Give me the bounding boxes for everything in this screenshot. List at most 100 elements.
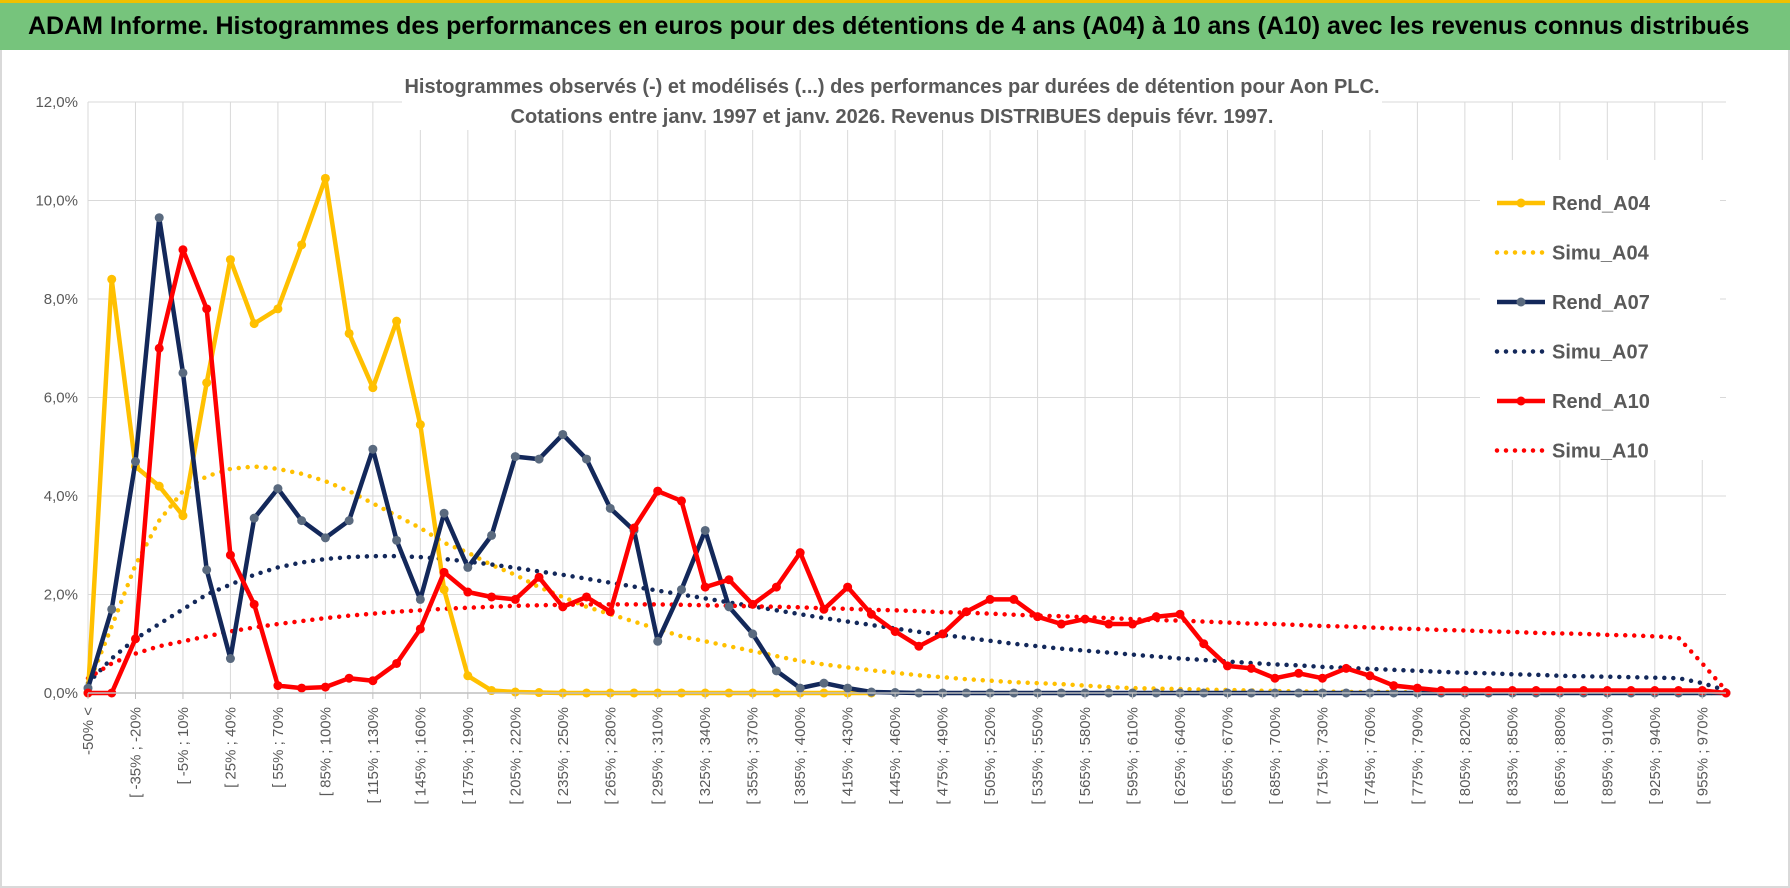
x-tick-label: [ 235% ; 250% [555,707,572,805]
point-rend-a10 [439,567,449,577]
x-tick-label: [ 955% ; 970% [1694,707,1711,805]
line-simu-a07 [85,553,1729,693]
point-rend-a10 [1009,594,1019,604]
point-rend-a07 [843,683,853,693]
series-simu-a10 [85,602,1729,693]
legend-item-rend-a04: Rend_A04 [1497,193,1651,215]
x-tick-label: [ 625% ; 640% [1172,707,1189,805]
legend-background [1480,160,1720,460]
y-tick-label: 8,0% [44,291,78,308]
point-rend-a04 [249,319,259,329]
point-rend-a07 [320,533,330,543]
point-rend-a10 [866,609,876,619]
x-tick-label: [ -5% ; 10% [175,707,192,785]
point-rend-a07 [534,454,544,464]
legend: Rend_A04 Simu_A04 Rend_A07 Simu_A07 Rend_A10… [1480,160,1720,463]
y-tick-label: 2,0% [44,587,78,604]
point-rend-a07 [202,565,212,575]
legend-marker [1516,198,1526,208]
axes: 0,0% 2,0% 4,0% 6,0% 8,0% 10,0% 12,0% -50% < [ -3… [35,94,1726,805]
x-tick-label: [ 835% ; 850% [1504,707,1521,805]
x-tick-label: [ 565% ; 580% [1077,707,1094,805]
legend-item-rend-a10: Rend_A10 [1497,391,1650,413]
point-rend-a07 [392,535,402,545]
x-tick-label: [ 85% ; 100% [317,707,334,796]
x-tick-label: [ 355% ; 370% [745,707,762,805]
point-rend-a10 [1104,619,1114,629]
point-rend-a10 [653,486,663,496]
point-rend-a10 [249,599,259,609]
point-rend-a04 [320,173,330,183]
series-rend-a04 [83,173,876,698]
point-rend-a10 [558,602,568,612]
x-tick-label: [ 715% ; 730% [1314,707,1331,805]
x-tick-label: [ 265% ; 280% [602,707,619,805]
x-tick-label: -50% < [80,707,97,755]
point-rend-a07 [605,503,615,513]
chart-subtitle: Cotations entre janv. 1997 et janv. 2026… [511,106,1274,128]
point-rend-a10 [1317,673,1327,683]
point-rend-a10 [795,548,805,558]
gridlines [87,101,1726,694]
x-tick-label: [ 325% ; 340% [697,707,714,805]
legend-label: Rend_A10 [1552,391,1650,413]
point-rend-a04 [368,383,378,393]
line-simu-a04 [85,464,1729,696]
point-rend-a07 [676,585,686,595]
point-rend-a10 [676,496,686,506]
point-rend-a10 [130,634,140,644]
point-rend-a10 [463,587,473,597]
header-bar: ADAM Informe. Histogrammes des performan… [0,0,1790,50]
point-rend-a07 [249,513,259,523]
legend-label: Rend_A07 [1552,292,1650,314]
y-tick-label: 12,0% [35,94,78,111]
x-tick-label: [ 865% ; 880% [1552,707,1569,805]
point-rend-a07 [344,516,354,526]
x-tick-label: [ 115% ; 130% [365,707,382,803]
point-rend-a10 [748,599,758,609]
point-rend-a10 [320,682,330,692]
y-tick-label: 0,0% [44,685,78,702]
chart: 0,0% 2,0% 4,0% 6,0% 8,0% 10,0% 12,0% -50% < [ -3… [35,68,1731,805]
point-rend-a10 [1222,661,1232,671]
point-rend-a07 [510,452,520,462]
point-rend-a07 [154,213,164,223]
point-rend-a10 [700,582,710,592]
point-rend-a07 [368,444,378,454]
point-rend-a07 [724,602,734,612]
point-rend-a07 [582,454,592,464]
point-rend-a10 [1175,609,1185,619]
point-rend-a10 [724,575,734,585]
point-rend-a07 [748,629,758,639]
point-rend-a04 [178,511,188,521]
x-tick-label: [ 595% ; 610% [1125,707,1142,805]
x-tick-label: [ 145% ; 160% [412,707,429,805]
legend-label: Simu_A10 [1552,441,1649,463]
point-rend-a10 [1412,683,1422,693]
x-tick-label: [ 175% ; 190% [460,707,477,805]
y-tick-label: 4,0% [44,488,78,505]
y-tick-label: 10,0% [35,193,78,210]
point-rend-a10 [510,594,520,604]
legend-item-simu-a10: Simu_A10 [1494,441,1649,463]
line-simu-a10 [85,602,1729,693]
x-tick-label: [ 775% ; 790% [1409,707,1426,805]
point-rend-a10 [605,607,615,617]
point-rend-a10 [202,304,212,314]
y-tick-label: 6,0% [44,390,78,407]
point-rend-a10 [771,582,781,592]
x-tick-label: [ 895% ; 910% [1599,707,1616,805]
point-rend-a10 [1033,612,1043,622]
point-rend-a07 [415,594,425,604]
chart-title-bg [402,68,1382,130]
point-rend-a07 [866,687,876,697]
x-tick-label: [ 295% ; 310% [650,707,667,805]
point-rend-a07 [439,508,449,518]
point-rend-a10 [1128,619,1138,629]
point-rend-a10 [297,683,307,693]
point-rend-a10 [843,582,853,592]
point-rend-a10 [273,681,283,691]
point-rend-a04 [415,420,425,430]
point-rend-a10 [178,245,188,255]
